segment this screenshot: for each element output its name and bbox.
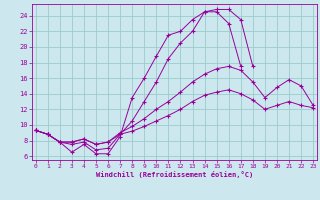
X-axis label: Windchill (Refroidissement éolien,°C): Windchill (Refroidissement éolien,°C) — [96, 171, 253, 178]
